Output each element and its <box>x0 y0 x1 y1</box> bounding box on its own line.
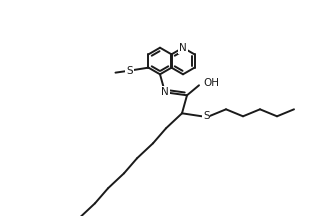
Text: S: S <box>126 66 133 76</box>
Text: N: N <box>179 43 187 53</box>
Text: S: S <box>203 111 210 121</box>
Text: N: N <box>161 87 169 97</box>
Text: OH: OH <box>203 78 219 88</box>
